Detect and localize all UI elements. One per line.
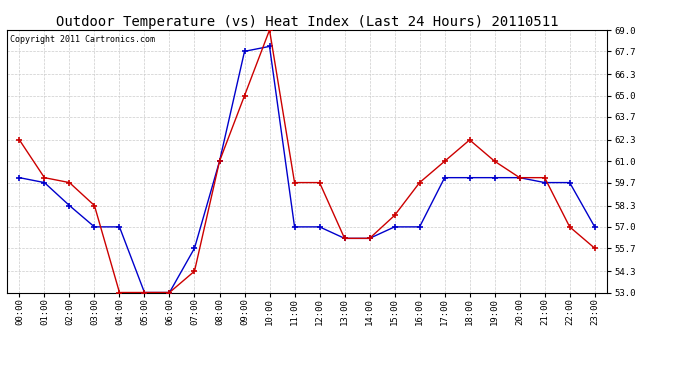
Text: Copyright 2011 Cartronics.com: Copyright 2011 Cartronics.com <box>10 35 155 44</box>
Title: Outdoor Temperature (vs) Heat Index (Last 24 Hours) 20110511: Outdoor Temperature (vs) Heat Index (Las… <box>56 15 558 29</box>
